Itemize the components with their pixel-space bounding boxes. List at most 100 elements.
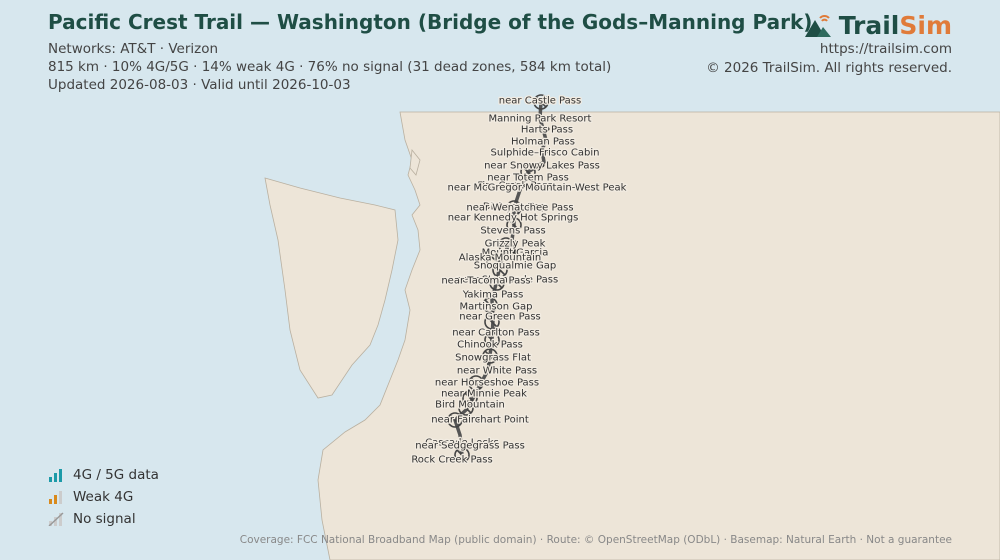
dead-zone bbox=[458, 400, 474, 416]
dead-zone bbox=[449, 414, 461, 426]
land bbox=[317, 111, 1000, 560]
waypoint-dot bbox=[512, 249, 518, 255]
waypoint-label: Sulphide–Frisco Cabin bbox=[491, 148, 600, 159]
waypoint-label: near Tacoma Pass bbox=[441, 276, 530, 287]
dead-zone bbox=[482, 348, 498, 364]
dead-zone bbox=[494, 264, 506, 276]
legend-icon bbox=[49, 491, 62, 504]
land bbox=[409, 148, 421, 176]
legend-label: 4G / 5G data bbox=[73, 467, 159, 483]
waypoint-dot bbox=[542, 149, 548, 155]
dead-zone bbox=[489, 275, 505, 291]
footer: Coverage: FCC National Broadband Map (pu… bbox=[239, 534, 952, 546]
dead-zone bbox=[464, 392, 476, 404]
brand-name: Sim bbox=[899, 10, 952, 40]
waypoint-label: near Fairchart Point bbox=[431, 415, 529, 426]
waypoint-dot bbox=[512, 240, 518, 246]
waypoint-label: Cascade Locks bbox=[425, 438, 499, 449]
waypoint-label: near Totem Pass bbox=[487, 173, 569, 184]
stats: 815 km · 10% 4G/5G · 14% weak 4G · 76% n… bbox=[48, 59, 612, 75]
waypoint-label: Fire Creek Pass bbox=[477, 181, 552, 192]
brand: TrailSim https://trailsim.com © 2026 Tra… bbox=[706, 10, 952, 78]
legend-icon bbox=[49, 469, 62, 482]
waypoint-dot bbox=[512, 203, 518, 209]
waypoint-label: Martinson Gap bbox=[460, 302, 533, 313]
waypoint-dot bbox=[467, 442, 473, 448]
dead-zone bbox=[460, 402, 472, 414]
waypoint-label: Grizzly Peak bbox=[485, 239, 546, 250]
url[interactable]: https://trailsim.com bbox=[819, 41, 952, 57]
waypoint-dot bbox=[490, 291, 496, 297]
dead-zone bbox=[498, 237, 514, 253]
waypoint-dot bbox=[537, 115, 543, 121]
waypoint-label: Holman Pass bbox=[511, 137, 575, 148]
copyright: © 2026 TrailSim. All rights reserved. bbox=[706, 60, 952, 76]
waypoint-dot bbox=[512, 262, 518, 268]
waypoint-dot bbox=[540, 138, 546, 144]
land bbox=[264, 177, 399, 399]
waypoint-label: Bird Mountain bbox=[435, 400, 505, 411]
waypoint-dot bbox=[494, 367, 500, 373]
legend-item: Weak 4G bbox=[48, 486, 159, 508]
brand-name: Trail bbox=[838, 10, 900, 40]
dead-zone bbox=[447, 412, 463, 428]
waypoint-label: Stevens Pass bbox=[480, 226, 545, 237]
dead-zone bbox=[500, 239, 512, 251]
waypoint-dot bbox=[510, 227, 516, 233]
route bbox=[453, 101, 548, 456]
waypoint-dot bbox=[449, 456, 455, 462]
legend-label: Weak 4G bbox=[73, 489, 134, 505]
dead-zone bbox=[484, 299, 496, 311]
dead-zone bbox=[508, 219, 520, 231]
dead-zone bbox=[456, 449, 468, 461]
waypoint-label: Chinook Pass bbox=[457, 340, 523, 351]
waypoint-dot bbox=[487, 341, 493, 347]
waypoint-label: near Kennedy Hot Springs bbox=[448, 213, 579, 224]
legend-icon bbox=[48, 512, 64, 526]
waypoint-label: Harts Pass bbox=[521, 125, 573, 136]
waypoint-dot bbox=[459, 439, 465, 445]
waypoint-label: near Sedgegrass Pass bbox=[415, 441, 525, 452]
logo[interactable]: TrailSim bbox=[706, 10, 952, 40]
waypoint-label: Manning Park Resort bbox=[489, 114, 592, 125]
waypoint-dot bbox=[497, 254, 503, 260]
waypoint-dot bbox=[484, 379, 490, 385]
waypoint-dot bbox=[512, 182, 518, 188]
waypoint-label: near Horseshoe Pass bbox=[435, 378, 539, 389]
waypoint-dot bbox=[534, 184, 540, 190]
waypoint-label: near Carlton Pass bbox=[452, 328, 540, 339]
legend-label: No signal bbox=[73, 511, 136, 527]
waypoint-dot bbox=[504, 276, 510, 282]
waypoint-dot bbox=[467, 401, 473, 407]
waypoint-label: Dishpan Gap bbox=[483, 202, 547, 213]
waypoint-label: near Green Pass bbox=[459, 312, 541, 323]
updated: Updated 2026-08-03 · Valid until 2026-10… bbox=[48, 77, 351, 93]
logo-icon bbox=[804, 15, 831, 37]
waypoint-dot bbox=[537, 97, 543, 103]
waypoint-dot bbox=[493, 303, 499, 309]
waypoint-dot bbox=[490, 354, 496, 360]
waypoint-label: near Minnie Peak bbox=[441, 389, 527, 400]
waypoint-dot bbox=[544, 126, 550, 132]
waypoint-dot bbox=[497, 313, 503, 319]
networks: Networks: AT&T · Verizon bbox=[48, 41, 219, 57]
waypoint-label: near McGregor Mountain-West Peak bbox=[448, 183, 627, 194]
waypoint-label: Yakima Pass bbox=[462, 290, 524, 301]
dead-zone bbox=[486, 334, 498, 346]
waypoint-label: Snoqualmie Gap bbox=[474, 261, 556, 272]
dead-zone bbox=[487, 252, 499, 264]
dead-zone bbox=[533, 94, 549, 110]
title: Pacific Crest Trail — Washington (Bridge… bbox=[48, 10, 813, 34]
dead-zone bbox=[470, 377, 482, 389]
waypoint-dot bbox=[493, 329, 499, 335]
dead-zone bbox=[486, 316, 498, 328]
waypoint-dot bbox=[525, 174, 531, 180]
waypoint-label: Snowgrass Flat bbox=[455, 353, 531, 364]
legend-item: No signal bbox=[48, 508, 159, 530]
legend-item: 4G / 5G data bbox=[48, 464, 159, 486]
dead-zone bbox=[491, 277, 503, 289]
waypoint-label: near Castle Pass bbox=[499, 96, 581, 107]
dead-zone bbox=[522, 166, 534, 178]
dead-zone bbox=[484, 314, 500, 330]
